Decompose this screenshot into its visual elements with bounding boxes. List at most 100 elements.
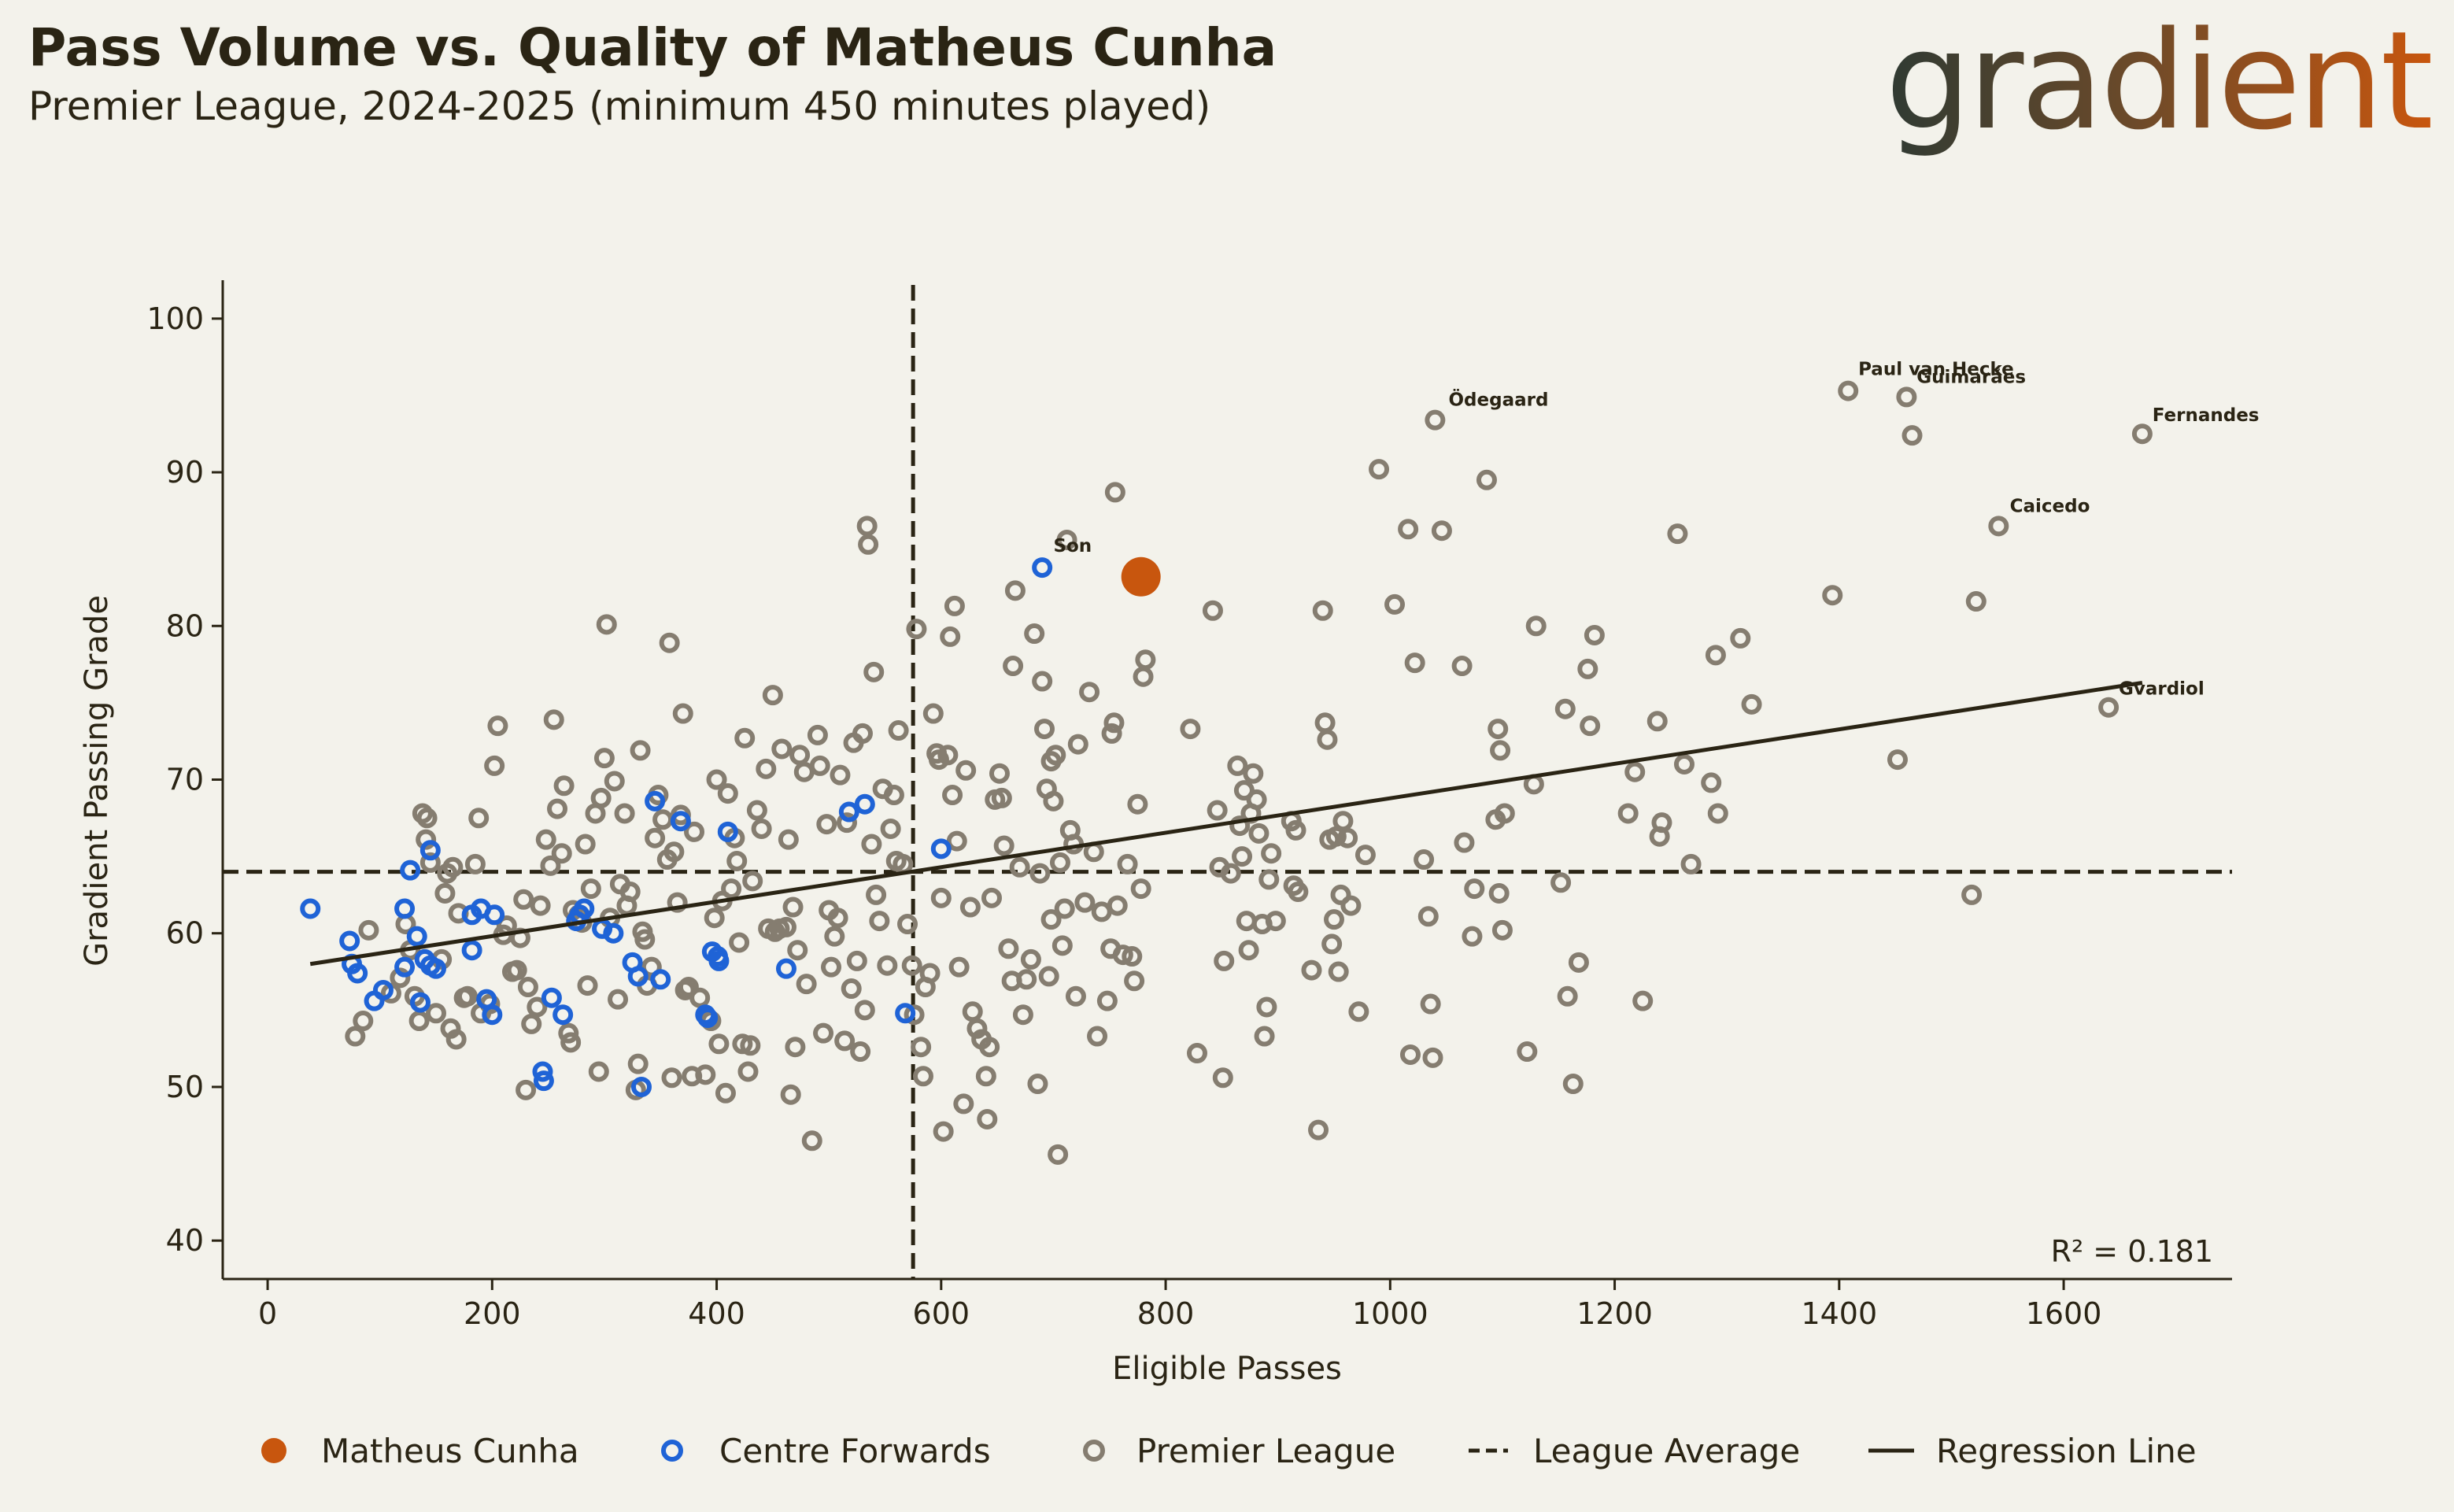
legend-label: Matheus Cunha bbox=[321, 1432, 579, 1470]
league-player-point bbox=[445, 1029, 467, 1050]
centre-forward-point bbox=[419, 840, 441, 861]
league-player-point bbox=[1032, 671, 1053, 692]
league-player-point bbox=[715, 1082, 736, 1104]
league-player-point bbox=[590, 787, 612, 808]
league-player-point bbox=[1822, 585, 1843, 606]
league-player-point bbox=[1673, 753, 1695, 774]
league-player-point bbox=[977, 1108, 998, 1129]
league-player-point bbox=[1074, 892, 1096, 913]
league-player-point bbox=[1332, 811, 1354, 832]
league-player-point bbox=[575, 834, 596, 855]
league-player-point bbox=[1048, 1144, 1069, 1165]
league-player-point bbox=[1321, 933, 1343, 955]
league-player-point bbox=[1133, 666, 1154, 687]
league-player-point bbox=[1220, 863, 1241, 884]
league-player-point bbox=[408, 1011, 430, 1032]
centre-forward-point bbox=[532, 1061, 553, 1082]
league-player-point bbox=[1212, 1067, 1233, 1089]
league-player-point bbox=[830, 764, 851, 786]
league-player-point bbox=[416, 808, 438, 829]
league-player-point bbox=[962, 1001, 983, 1022]
league-player-point bbox=[1238, 940, 1259, 961]
regression-line bbox=[309, 681, 2143, 967]
league-player-point bbox=[737, 1061, 759, 1082]
league-player-point bbox=[1667, 523, 1688, 545]
league-player-point bbox=[1328, 961, 1349, 982]
league-player-point bbox=[1051, 935, 1073, 956]
axes-layer: 0 200 400 600 800 1000 1200 1400 1600 40 50 60 70 80 9… bbox=[146, 280, 2232, 1331]
x-tick-label: 0 bbox=[258, 1296, 277, 1331]
league-player-point bbox=[762, 685, 783, 706]
league-player-point bbox=[588, 1061, 609, 1082]
league-player-point bbox=[1646, 711, 1668, 732]
league-player-point bbox=[704, 908, 725, 929]
league-player-point bbox=[1355, 845, 1376, 866]
league-player-point bbox=[1580, 715, 1601, 737]
centre-forward-point bbox=[406, 926, 427, 947]
y-tick-label: 60 bbox=[166, 916, 204, 951]
league-player-point bbox=[726, 850, 748, 871]
centre-forward-point bbox=[838, 801, 859, 823]
matheus-cunha-point bbox=[1121, 556, 1161, 597]
league-player-point bbox=[708, 1033, 730, 1055]
league-player-point bbox=[645, 827, 666, 848]
league-player-point bbox=[1988, 516, 2009, 537]
league-player-point bbox=[836, 812, 857, 834]
league-player-point bbox=[841, 978, 862, 1000]
league-player-point bbox=[1557, 985, 1578, 1007]
league-player-point bbox=[1337, 827, 1358, 848]
league-player-point bbox=[966, 1018, 988, 1039]
league-player-point bbox=[678, 977, 699, 998]
league-player-point bbox=[816, 814, 837, 835]
league-player-point bbox=[1016, 969, 1037, 990]
league-player-point bbox=[468, 808, 490, 829]
league-player-point bbox=[517, 977, 538, 998]
league-player-point bbox=[551, 843, 572, 864]
league-player-point bbox=[652, 809, 674, 830]
league-player-point bbox=[1254, 1026, 1275, 1047]
league-player-point bbox=[993, 835, 1014, 856]
league-player-point bbox=[919, 963, 941, 984]
league-player-point bbox=[734, 727, 756, 749]
league-player-point bbox=[1079, 682, 1100, 703]
league-player-point bbox=[1404, 652, 1425, 674]
league-player-point bbox=[1384, 593, 1406, 615]
x-tick-label: 800 bbox=[1137, 1296, 1195, 1331]
centre-forward-point bbox=[574, 898, 595, 919]
league-player-point bbox=[1887, 749, 1908, 771]
league-player-point bbox=[1476, 469, 1497, 490]
league-player-point bbox=[663, 841, 685, 863]
league-player-point bbox=[684, 821, 705, 842]
league-player-point bbox=[1312, 600, 1333, 621]
league-player-point bbox=[1038, 966, 1059, 987]
x-tick-label: 1200 bbox=[1576, 1296, 1653, 1331]
chart-title: Pass Volume vs. Quality of Matheus Cunha bbox=[28, 17, 1277, 78]
league-player-point bbox=[1236, 911, 1257, 932]
league-player-point bbox=[1323, 909, 1344, 930]
league-player-point bbox=[553, 775, 575, 797]
league-player-point bbox=[880, 818, 901, 839]
league-player-point bbox=[858, 534, 879, 555]
league-player-point bbox=[813, 1022, 834, 1044]
centre-forward-point bbox=[895, 1003, 916, 1024]
league-player-point bbox=[667, 892, 688, 913]
league-player-point bbox=[856, 516, 878, 537]
league-player-point bbox=[827, 908, 848, 929]
legend-label: Regression Line bbox=[1936, 1432, 2197, 1470]
centre-forward-point bbox=[339, 930, 360, 952]
league-player-point bbox=[1965, 591, 1986, 612]
league-player-point bbox=[456, 985, 478, 1007]
centre-forward-point bbox=[461, 940, 482, 961]
centre-forward-point bbox=[347, 963, 368, 984]
league-player-point bbox=[659, 632, 680, 653]
league-player-point bbox=[785, 1037, 806, 1058]
league-player-point bbox=[942, 785, 963, 806]
centre-forward-point bbox=[930, 838, 952, 860]
league-player-point bbox=[1122, 946, 1143, 967]
league-player-point bbox=[1243, 763, 1264, 784]
league-player-point bbox=[1414, 849, 1435, 871]
centre-forward-point bbox=[650, 969, 671, 990]
league-player-point bbox=[1701, 772, 1722, 793]
league-player-point bbox=[955, 760, 977, 781]
league-player-point bbox=[953, 1093, 974, 1115]
